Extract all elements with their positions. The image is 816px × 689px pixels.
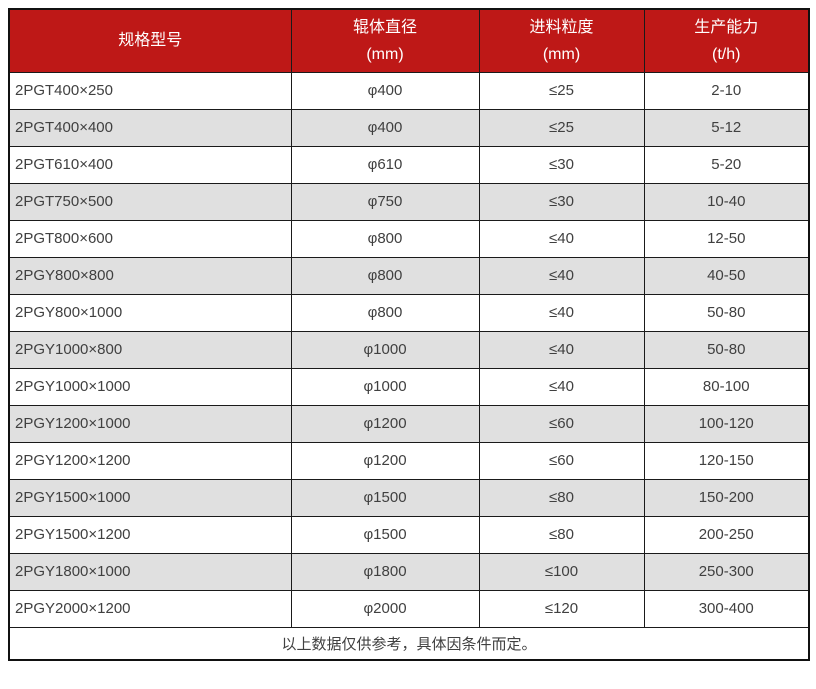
footnote-row: 以上数据仅供参考，具体因条件而定。: [8, 626, 810, 661]
cell-feed-size: ≤60: [478, 441, 645, 480]
cell-capacity: 150-200: [643, 478, 810, 517]
table-row: 2PGY2000×1200 φ2000 ≤120 300-400: [8, 589, 810, 628]
cell-model: 2PGY1200×1000: [8, 404, 292, 443]
cell-roller-diameter: φ1000: [290, 367, 480, 406]
cell-model: 2PGY1500×1000: [8, 478, 292, 517]
cell-model: 2PGT750×500: [8, 182, 292, 221]
cell-feed-size: ≤25: [478, 71, 645, 110]
cell-model: 2PGY1000×1000: [8, 367, 292, 406]
cell-capacity: 300-400: [643, 589, 810, 628]
table-row: 2PGT400×400 φ400 ≤25 5-12: [8, 108, 810, 147]
table-row: 2PGT800×600 φ800 ≤40 12-50: [8, 219, 810, 258]
cell-capacity: 12-50: [643, 219, 810, 258]
cell-feed-size: ≤30: [478, 182, 645, 221]
cell-model: 2PGT400×250: [8, 71, 292, 110]
table-row: 2PGY1000×1000 φ1000 ≤40 80-100: [8, 367, 810, 406]
cell-model: 2PGY1000×800: [8, 330, 292, 369]
cell-model: 2PGY1200×1200: [8, 441, 292, 480]
cell-capacity: 80-100: [643, 367, 810, 406]
col-header-capacity: 生产能力 (t/h): [643, 8, 810, 73]
cell-capacity: 100-120: [643, 404, 810, 443]
cell-model: 2PGY2000×1200: [8, 589, 292, 628]
cell-feed-size: ≤25: [478, 108, 645, 147]
cell-roller-diameter: φ1000: [290, 330, 480, 369]
cell-roller-diameter: φ800: [290, 219, 480, 258]
col-header-roller-diameter: 辊体直径 (mm): [290, 8, 480, 73]
col-header-model-label: 规格型号: [118, 32, 183, 50]
cell-feed-size: ≤40: [478, 330, 645, 369]
cell-model: 2PGY1800×1000: [8, 552, 292, 591]
cell-roller-diameter: φ610: [290, 145, 480, 184]
cell-capacity: 40-50: [643, 256, 810, 295]
cell-capacity: 2-10: [643, 71, 810, 110]
cell-feed-size: ≤30: [478, 145, 645, 184]
cell-model: 2PGY800×1000: [8, 293, 292, 332]
table-row: 2PGY1500×1000 φ1500 ≤80 150-200: [8, 478, 810, 517]
cell-capacity: 5-20: [643, 145, 810, 184]
cell-capacity: 10-40: [643, 182, 810, 221]
cell-roller-diameter: φ1500: [290, 515, 480, 554]
cell-feed-size: ≤40: [478, 293, 645, 332]
col-header-roller-diameter-unit: (mm): [366, 45, 404, 63]
cell-feed-size: ≤80: [478, 478, 645, 517]
spec-table: 规格型号 辊体直径 (mm) 进料粒度 (mm) 生产能力 (t/h) 2PGT…: [8, 8, 810, 661]
table-row: 2PGT400×250 φ400 ≤25 2-10: [8, 71, 810, 110]
col-header-capacity-label: 生产能力: [694, 18, 759, 36]
table-row: 2PGY1200×1200 φ1200 ≤60 120-150: [8, 441, 810, 480]
cell-roller-diameter: φ1200: [290, 441, 480, 480]
cell-capacity: 120-150: [643, 441, 810, 480]
table-row: 2PGY800×800 φ800 ≤40 40-50: [8, 256, 810, 295]
footnote-text: 以上数据仅供参考，具体因条件而定。: [8, 626, 810, 661]
cell-roller-diameter: φ800: [290, 256, 480, 295]
cell-model: 2PGT800×600: [8, 219, 292, 258]
table-row: 2PGY1800×1000 φ1800 ≤100 250-300: [8, 552, 810, 591]
header-row: 规格型号 辊体直径 (mm) 进料粒度 (mm) 生产能力 (t/h): [8, 8, 810, 73]
cell-roller-diameter: φ400: [290, 108, 480, 147]
cell-feed-size: ≤40: [478, 256, 645, 295]
cell-feed-size: ≤40: [478, 219, 645, 258]
cell-roller-diameter: φ1800: [290, 552, 480, 591]
cell-roller-diameter: φ2000: [290, 589, 480, 628]
cell-feed-size: ≤40: [478, 367, 645, 406]
table-row: 2PGT610×400 φ610 ≤30 5-20: [8, 145, 810, 184]
cell-capacity: 50-80: [643, 293, 810, 332]
col-header-capacity-unit: (t/h): [712, 45, 741, 63]
col-header-roller-diameter-label: 辊体直径: [352, 18, 417, 36]
cell-model: 2PGT610×400: [8, 145, 292, 184]
cell-model: 2PGY1500×1200: [8, 515, 292, 554]
cell-roller-diameter: φ1200: [290, 404, 480, 443]
col-header-feed-size-label: 进料粒度: [529, 18, 594, 36]
cell-feed-size: ≤80: [478, 515, 645, 554]
cell-feed-size: ≤60: [478, 404, 645, 443]
cell-capacity: 250-300: [643, 552, 810, 591]
table-row: 2PGY1500×1200 φ1500 ≤80 200-250: [8, 515, 810, 554]
cell-model: 2PGT400×400: [8, 108, 292, 147]
cell-feed-size: ≤100: [478, 552, 645, 591]
table-row: 2PGY1200×1000 φ1200 ≤60 100-120: [8, 404, 810, 443]
cell-capacity: 50-80: [643, 330, 810, 369]
cell-model: 2PGY800×800: [8, 256, 292, 295]
cell-roller-diameter: φ750: [290, 182, 480, 221]
cell-roller-diameter: φ1500: [290, 478, 480, 517]
table-row: 2PGT750×500 φ750 ≤30 10-40: [8, 182, 810, 221]
cell-roller-diameter: φ400: [290, 71, 480, 110]
col-header-feed-size: 进料粒度 (mm): [478, 8, 645, 73]
col-header-model: 规格型号: [8, 8, 292, 73]
cell-roller-diameter: φ800: [290, 293, 480, 332]
cell-capacity: 5-12: [643, 108, 810, 147]
table-row: 2PGY1000×800 φ1000 ≤40 50-80: [8, 330, 810, 369]
cell-feed-size: ≤120: [478, 589, 645, 628]
table-row: 2PGY800×1000 φ800 ≤40 50-80: [8, 293, 810, 332]
col-header-feed-size-unit: (mm): [542, 45, 581, 63]
cell-capacity: 200-250: [643, 515, 810, 554]
